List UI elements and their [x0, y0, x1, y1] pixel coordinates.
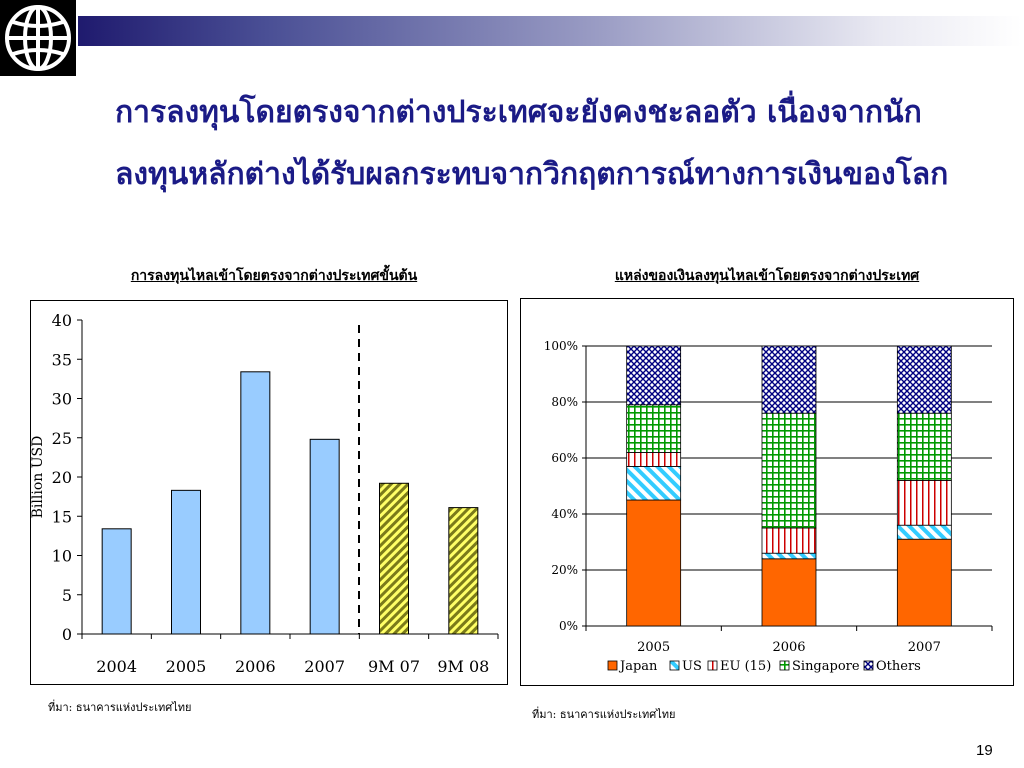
fdi-bar-2004: [101, 528, 132, 635]
fdi-bar-9m-08: [448, 507, 479, 635]
title-line-2: ลงทุนหลักต่างได้รับผลกระทบจากวิกฤตการณ์ท…: [115, 157, 949, 192]
right-x-tick-label: 2005: [637, 640, 670, 655]
left-chart-subtitle: การลงทุนไหลเข้าโดยตรงจากต่างประเทศขั้นต้…: [130, 268, 418, 284]
left-x-tick-label: 9M 07: [368, 657, 420, 676]
left-y-tick-label: 20: [52, 468, 72, 487]
right-source-note: ที่มา: ธนาคารแห่งประเทศไทย: [532, 708, 676, 721]
legend-swatch-eu-15-: [707, 660, 718, 671]
right-y-tick-label: 100%: [544, 339, 578, 353]
segment-eu-15--2006: [761, 527, 817, 554]
left-y-tick-label: 40: [52, 311, 72, 330]
fdi-bar-2007: [309, 438, 340, 635]
segment-us-2005: [626, 465, 682, 501]
fdi-bar-9m-07: [379, 482, 409, 635]
left-y-tick-label: 30: [52, 390, 72, 409]
right-y-tick-label: 20%: [551, 563, 578, 577]
header-gradient-bar: [78, 16, 1022, 46]
legend-label: Others: [876, 659, 921, 674]
globe-logo-icon: [0, 0, 76, 76]
fdi-bar-2005: [171, 489, 201, 635]
segment-us-2007: [896, 524, 952, 540]
right-x-tick-label: 2006: [772, 640, 805, 655]
legend-label: EU (15): [720, 659, 771, 674]
left-y-tick-label: 10: [52, 547, 72, 566]
right-chart-subtitle: แหล่งของเงินลงทุนไหลเข้าโดยตรงจากต่างประ…: [614, 268, 920, 284]
segment-japan-2007: [896, 538, 952, 627]
left-source-note: ที่มา: ธนาคารแห่งประเทศไทย: [48, 701, 192, 714]
segment-singapore-2005: [626, 404, 682, 453]
left-y-tick-label: 35: [52, 350, 72, 369]
left-y-axis-label: Billion USD: [30, 436, 46, 519]
segment-others-2005: [626, 345, 682, 406]
segment-others-2007: [896, 345, 952, 414]
left-y-tick-label: 15: [52, 507, 72, 526]
right-y-tick-label: 40%: [551, 507, 578, 521]
legend-label: Japan: [618, 659, 658, 674]
fdi-bar-2006: [240, 371, 271, 635]
legend-label: Singapore: [792, 659, 860, 674]
right-x-tick-label: 2007: [908, 640, 941, 655]
segment-singapore-2007: [896, 412, 952, 481]
segment-japan-2006: [761, 558, 817, 627]
left-y-tick-label: 5: [62, 586, 72, 605]
left-x-tick-label: 2007: [304, 657, 345, 676]
slide-title: การลงทุนโดยตรงจากต่างประเทศจะยังคงชะลอตั…: [115, 82, 1015, 206]
fdi-inflow-bar-chart: 0 5 10 15 20 25 30 35 40 2004 2005 2006 2007 9M 07 9M…: [30, 300, 508, 685]
left-y-tick-label: 0: [62, 625, 72, 644]
segment-others-2006: [761, 345, 817, 414]
left-x-tick-label: 2006: [235, 657, 276, 676]
legend-swatch-singapore: [779, 660, 790, 671]
segment-japan-2005: [626, 499, 682, 627]
right-y-tick-label: 60%: [551, 451, 578, 465]
legend-swatch-others: [863, 660, 874, 671]
legend-swatch-us: [669, 660, 680, 671]
segment-eu-15--2007: [896, 479, 952, 526]
left-x-tick-label: 9M 08: [437, 657, 489, 676]
right-y-tick-label: 0%: [559, 619, 578, 633]
title-line-1: การลงทุนโดยตรงจากต่างประเทศจะยังคงชะลอตั…: [115, 95, 922, 130]
segment-us-2006: [761, 552, 817, 560]
legend-label: US: [682, 659, 702, 674]
right-y-tick-label: 80%: [551, 395, 578, 409]
left-x-tick-label: 2004: [96, 657, 137, 676]
left-x-tick-label: 2005: [166, 657, 207, 676]
fdi-source-stacked-bar-chart: 0% 20% 40% 60% 80% 100% 2005 2006 2007 Japan US E…: [520, 298, 1014, 686]
page-number: 19: [976, 742, 993, 759]
segment-singapore-2006: [761, 412, 817, 529]
left-y-tick-label: 25: [52, 429, 72, 448]
legend-swatch-japan: [607, 660, 618, 671]
segment-eu-15--2005: [626, 451, 682, 467]
